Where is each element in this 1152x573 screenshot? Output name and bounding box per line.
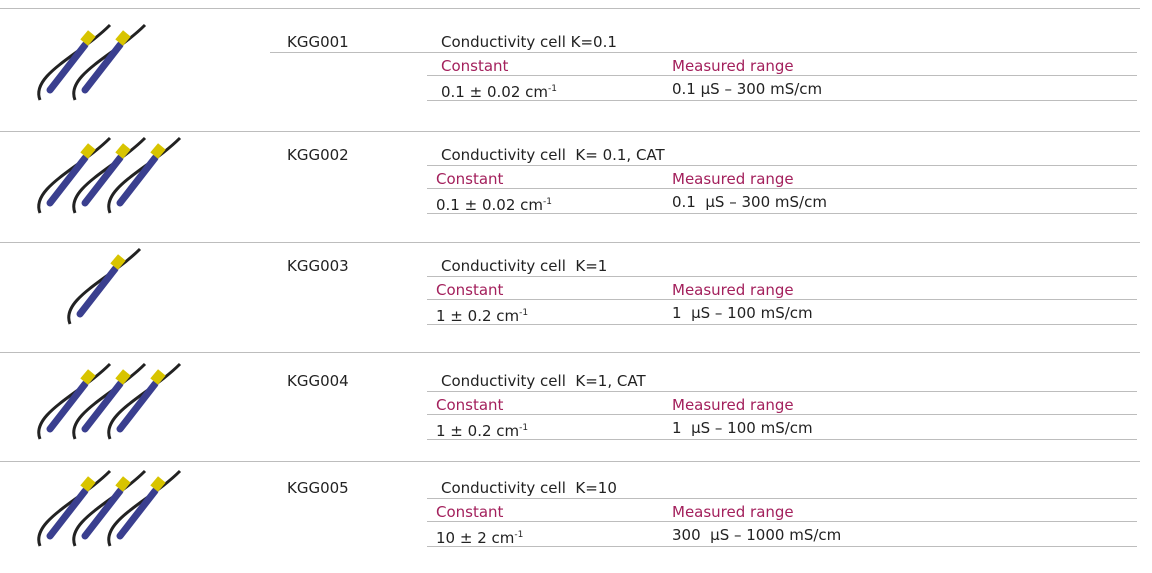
divider	[0, 242, 1140, 243]
constant-exponent: -1	[514, 530, 524, 540]
constant-exponent: -1	[519, 423, 529, 433]
constant-value: 10 ± 2 cm-1	[436, 526, 523, 547]
divider	[427, 498, 1137, 499]
constant-exponent: -1	[519, 308, 529, 318]
divider	[427, 75, 1137, 76]
divider	[427, 213, 1137, 214]
divider	[427, 414, 1137, 415]
range-value: 0.1 μS – 300 mS/cm	[672, 80, 823, 98]
product-image	[37, 469, 182, 547]
divider	[0, 8, 1140, 9]
constant-value: 0.1 ± 0.02 cm-1	[436, 193, 552, 214]
divider	[427, 391, 1137, 392]
range-label: Measured range	[672, 396, 794, 414]
divider	[427, 521, 1137, 522]
constant-label: Constant	[436, 503, 504, 521]
constant-text: 1 ± 0.2 cm	[436, 307, 520, 325]
product-title: Conductivity cell K=1, CAT	[441, 372, 646, 390]
product-code: KGG005	[287, 479, 349, 497]
divider	[427, 188, 1137, 189]
divider	[427, 100, 1137, 101]
divider	[427, 165, 1137, 166]
divider	[0, 131, 1140, 132]
constant-text: 0.1 ± 0.02 cm	[441, 83, 548, 101]
divider	[270, 52, 1137, 53]
divider	[427, 276, 1137, 277]
range-label: Measured range	[672, 170, 794, 188]
divider	[427, 299, 1137, 300]
constant-label: Constant	[441, 57, 509, 75]
product-code: KGG001	[287, 33, 349, 51]
product-image	[37, 136, 182, 214]
range-value: 1 μS – 100 mS/cm	[672, 304, 813, 322]
divider	[0, 352, 1140, 353]
divider	[427, 439, 1137, 440]
product-title: Conductivity cell K=1	[441, 257, 608, 275]
constant-label: Constant	[436, 396, 504, 414]
product-code: KGG004	[287, 372, 349, 390]
divider	[0, 461, 1140, 462]
range-label: Measured range	[672, 57, 794, 75]
product-title: Conductivity cell K=0.1	[441, 33, 617, 51]
divider	[427, 324, 1137, 325]
product-code: KGG003	[287, 257, 349, 275]
product-code: KGG002	[287, 146, 349, 164]
divider	[427, 546, 1137, 547]
constant-text: 10 ± 2 cm	[436, 529, 515, 547]
product-image	[37, 362, 182, 440]
product-title: Conductivity cell K=10	[441, 479, 617, 497]
constant-value: 1 ± 0.2 cm-1	[436, 419, 528, 440]
range-value: 300 μS – 1000 mS/cm	[672, 526, 842, 544]
constant-text: 1 ± 0.2 cm	[436, 422, 520, 440]
product-image	[67, 247, 142, 325]
constant-label: Constant	[436, 170, 504, 188]
constant-exponent: -1	[543, 197, 552, 207]
range-value: 1 μS – 100 mS/cm	[672, 419, 813, 437]
constant-text: 0.1 ± 0.02 cm	[436, 196, 543, 214]
constant-exponent: -1	[548, 84, 557, 94]
constant-value: 1 ± 0.2 cm-1	[436, 304, 528, 325]
range-label: Measured range	[672, 503, 794, 521]
range-value: 0.1 μS – 300 mS/cm	[672, 193, 827, 211]
constant-label: Constant	[436, 281, 504, 299]
constant-value: 0.1 ± 0.02 cm-1	[441, 80, 557, 101]
product-image	[37, 23, 147, 101]
product-title: Conductivity cell K= 0.1, CAT	[441, 146, 665, 164]
range-label: Measured range	[672, 281, 794, 299]
